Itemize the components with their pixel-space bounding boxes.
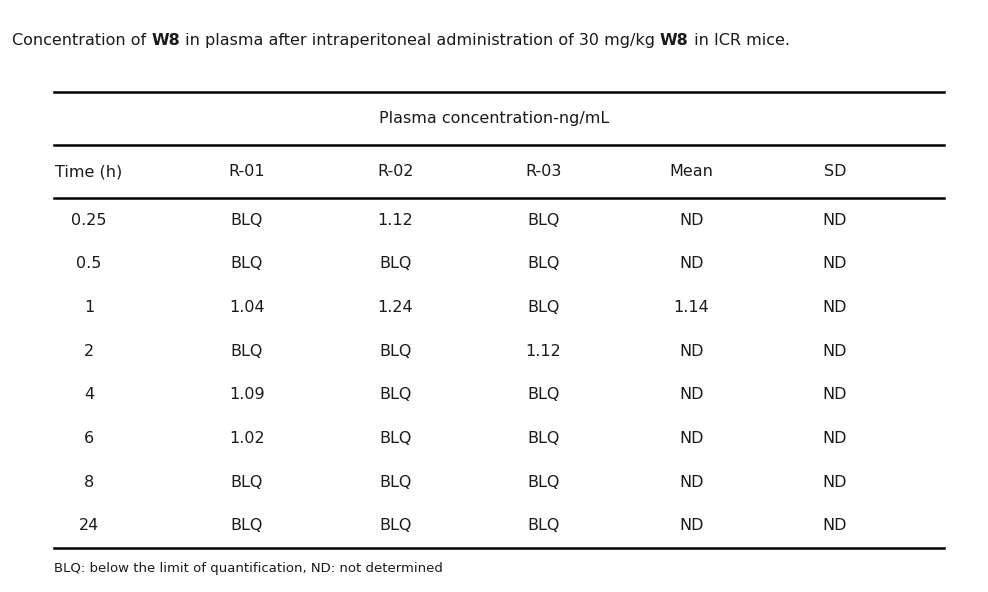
Text: BLQ: BLQ <box>231 213 263 228</box>
Text: BLQ: BLQ <box>231 518 263 533</box>
Text: 0.25: 0.25 <box>71 213 107 228</box>
Text: 1.14: 1.14 <box>674 300 709 315</box>
Text: Plasma concentration-ng/mL: Plasma concentration-ng/mL <box>378 111 610 126</box>
Text: Time (h): Time (h) <box>55 164 123 179</box>
Text: ND: ND <box>823 213 847 228</box>
Text: BLQ: BLQ <box>528 431 559 446</box>
Text: 1.02: 1.02 <box>229 431 265 446</box>
Text: ND: ND <box>680 213 703 228</box>
Text: BLQ: BLQ <box>528 213 559 228</box>
Text: 2: 2 <box>84 343 94 359</box>
Text: 6: 6 <box>84 431 94 446</box>
Text: R-01: R-01 <box>228 164 266 179</box>
Text: 1: 1 <box>84 300 94 315</box>
Text: 8: 8 <box>84 475 94 490</box>
Text: ND: ND <box>680 518 703 533</box>
Text: ND: ND <box>680 387 703 403</box>
Text: 24: 24 <box>79 518 99 533</box>
Text: in ICR mice.: in ICR mice. <box>689 33 789 47</box>
Text: BLQ: BLQ <box>379 343 411 359</box>
Text: BLQ: below the limit of quantification, ND: not determined: BLQ: below the limit of quantification, … <box>54 562 444 575</box>
Text: SD: SD <box>824 164 846 179</box>
Text: W8: W8 <box>660 33 689 47</box>
Text: BLQ: BLQ <box>231 343 263 359</box>
Text: ND: ND <box>680 431 703 446</box>
Text: ND: ND <box>823 387 847 403</box>
Text: 4: 4 <box>84 387 94 403</box>
Text: R-03: R-03 <box>526 164 561 179</box>
Text: BLQ: BLQ <box>528 387 559 403</box>
Text: 1.24: 1.24 <box>377 300 413 315</box>
Text: 0.5: 0.5 <box>76 256 102 271</box>
Text: BLQ: BLQ <box>379 387 411 403</box>
Text: 1.12: 1.12 <box>377 213 413 228</box>
Text: ND: ND <box>823 256 847 271</box>
Text: Mean: Mean <box>670 164 713 179</box>
Text: ND: ND <box>680 475 703 490</box>
Text: Concentration of: Concentration of <box>12 33 151 47</box>
Text: ND: ND <box>823 343 847 359</box>
Text: BLQ: BLQ <box>528 300 559 315</box>
Text: BLQ: BLQ <box>528 475 559 490</box>
Text: 1.09: 1.09 <box>229 387 265 403</box>
Text: ND: ND <box>823 475 847 490</box>
Text: BLQ: BLQ <box>231 256 263 271</box>
Text: ND: ND <box>823 300 847 315</box>
Text: ND: ND <box>823 431 847 446</box>
Text: BLQ: BLQ <box>379 431 411 446</box>
Text: ND: ND <box>680 256 703 271</box>
Text: ND: ND <box>823 518 847 533</box>
Text: R-02: R-02 <box>377 164 413 179</box>
Text: BLQ: BLQ <box>528 256 559 271</box>
Text: BLQ: BLQ <box>379 518 411 533</box>
Text: 1.04: 1.04 <box>229 300 265 315</box>
Text: W8: W8 <box>151 33 180 47</box>
Text: BLQ: BLQ <box>528 518 559 533</box>
Text: in plasma after intraperitoneal administration of 30 mg/kg: in plasma after intraperitoneal administ… <box>180 33 660 47</box>
Text: BLQ: BLQ <box>379 475 411 490</box>
Text: 1.12: 1.12 <box>526 343 561 359</box>
Text: BLQ: BLQ <box>231 475 263 490</box>
Text: ND: ND <box>680 343 703 359</box>
Text: BLQ: BLQ <box>379 256 411 271</box>
